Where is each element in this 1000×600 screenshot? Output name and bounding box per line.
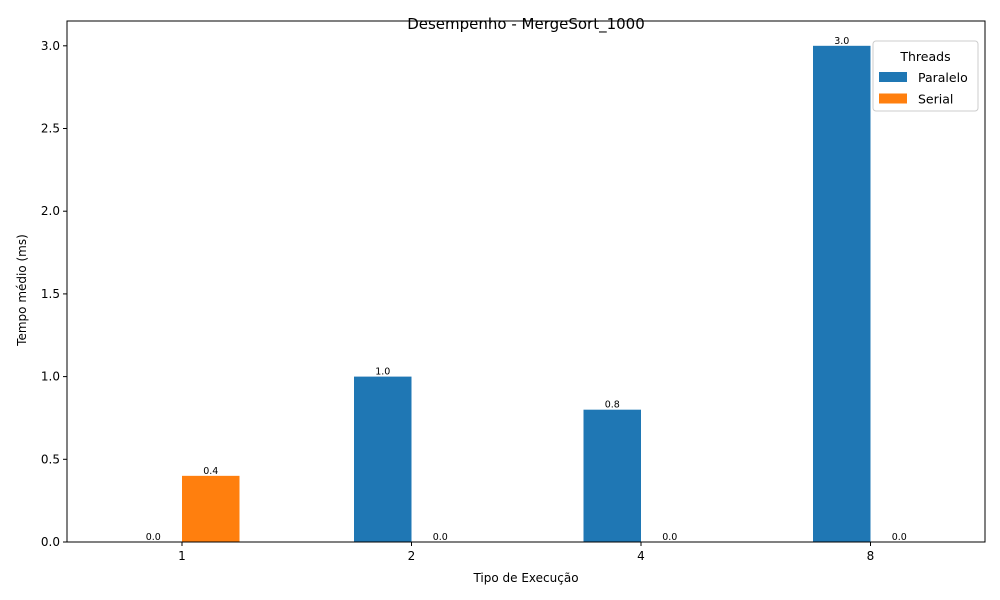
bar-paralelo-4	[583, 409, 641, 542]
legend-title: Threads	[899, 49, 950, 64]
legend: Threads Paralelo Serial	[872, 40, 979, 112]
x-axis-label: Tipo de Execução	[472, 571, 578, 585]
data-label-serial-4: 0.0	[662, 532, 677, 543]
x-tick-label-1: 1	[178, 549, 186, 563]
y-tick-label: 0.0	[41, 535, 60, 549]
x-tick-label-8: 8	[867, 549, 875, 563]
data-label-paralelo-8: 3.0	[834, 36, 849, 47]
legend-entry-serial: Serial	[918, 92, 953, 107]
data-label-serial-8: 0.0	[892, 532, 907, 543]
data-label-serial-2: 0.0	[433, 532, 448, 543]
plot-area: 0.0 1.0 0.8 3.0 0.4 0.0 0.0 0.0 0.0 0.5 1.0 1.5 2.0 2…	[41, 20, 986, 563]
y-tick-label: 1.0	[41, 370, 60, 384]
y-tick-label: 2.5	[41, 122, 60, 136]
x-tick-label-2: 2	[408, 549, 416, 563]
axes-frame	[66, 20, 986, 543]
legend-swatch-serial	[879, 93, 907, 104]
data-label-paralelo-4: 0.8	[605, 400, 620, 411]
data-label-paralelo-1: 0.0	[146, 532, 161, 543]
y-axis-label: Tempo médio (ms)	[15, 234, 29, 347]
chart-title: Desempenho - MergeSort_1000	[407, 15, 645, 34]
legend-swatch-paralelo	[879, 72, 907, 82]
bar-paralelo-2	[354, 376, 412, 542]
y-tick-label: 2.0	[41, 204, 60, 218]
y-tick-label: 1.5	[41, 287, 60, 301]
y-tick-label: 3.0	[41, 39, 60, 53]
data-label-serial-1: 0.4	[203, 466, 218, 477]
bar-paralelo-8	[813, 45, 871, 543]
y-tick-label: 0.5	[41, 452, 60, 466]
legend-entry-paralelo: Paralelo	[918, 70, 968, 85]
data-label-paralelo-2: 1.0	[375, 367, 390, 378]
x-tick-label-4: 4	[637, 549, 645, 563]
bar-serial-1	[182, 475, 240, 542]
